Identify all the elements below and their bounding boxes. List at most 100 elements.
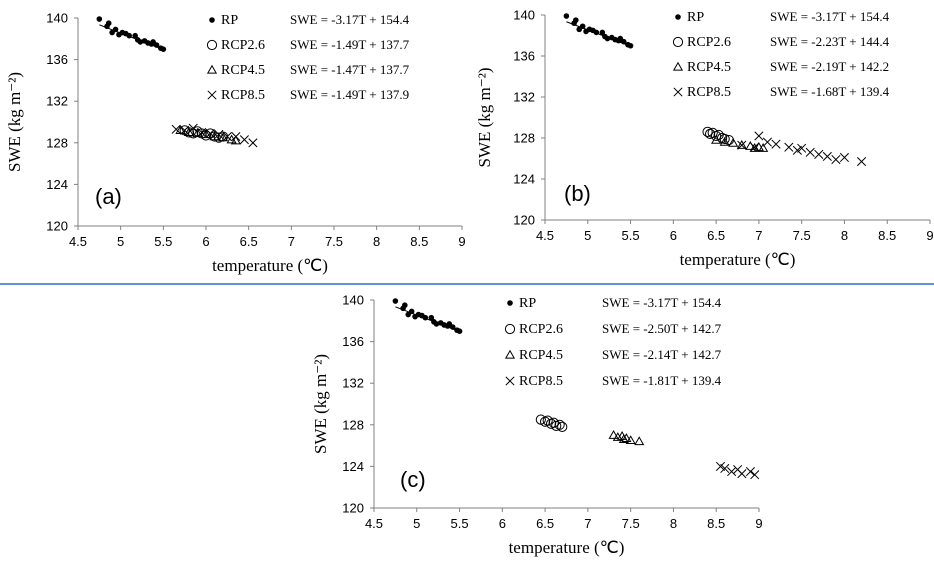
regression-equation: SWE = -1.47T + 137.7 [290,62,410,77]
y-tick-label: 140 [513,8,535,23]
x-tick-label: 6 [499,516,506,531]
data-point [737,140,747,150]
data-point [625,435,636,445]
data-point [205,128,215,138]
data-point [634,436,645,446]
x-tick-label: 4.5 [536,228,554,243]
data-point [737,469,747,479]
legend-label: RCP4.5 [687,60,731,75]
data-point [112,26,119,33]
legend-marker [504,323,516,335]
regression-equation: SWE = -1.49T + 137.9 [290,87,409,102]
data-point [771,139,781,149]
y-tick-label: 132 [46,94,68,109]
x-tick-label: 8.5 [410,234,428,249]
x-tick-label: 7.5 [793,228,811,243]
x-tick-label: 8.5 [878,228,896,243]
legend-label: RP [687,10,704,25]
x-tick-label: 9 [926,228,933,243]
legend-marker [672,36,684,48]
scatter-panel-1: 4.5 5 5.5 6 6.5 7 7.5 8 8.5 9 120 124 128 132 136 140 te… [5,11,466,276]
legend-marker [207,90,217,100]
data-point [839,152,849,163]
data-point [557,421,568,432]
series-rcp85 [737,131,867,167]
data-point [762,137,772,147]
y-tick-label: 136 [342,334,364,349]
data-point [754,131,764,141]
legend-label: RCP8.5 [687,85,731,100]
x-tick-label: 8 [841,228,848,243]
data-point [702,126,713,137]
x-tick-label: 5 [584,228,591,243]
y-tick-label: 124 [46,177,68,192]
x-tick-label: 9 [755,516,762,531]
y-tick-label: 120 [342,501,364,516]
data-point [579,23,586,30]
panel-label: (c) [400,467,426,492]
x-tick-label: 6.5 [536,516,554,531]
data-point [715,461,726,471]
legend-marker [209,17,215,23]
data-point [231,132,241,142]
data-point [402,302,408,309]
x-tick-label: 6.5 [707,228,725,243]
legend-label: RCP2.6 [687,35,731,50]
regression-equation: SWE = -2.14T + 142.7 [602,347,722,362]
data-point [153,42,160,48]
x-tick-label: 7 [584,516,591,531]
data-point [422,314,429,321]
data-point [728,137,739,147]
y-tick-label: 132 [342,376,364,391]
legend-marker [505,376,515,386]
x-tick-label: 6.5 [240,234,258,249]
data-point [621,433,632,442]
data-point [171,124,181,134]
data-point [784,142,794,152]
y-axis-label: SWE (kg m⁻²) [311,354,330,454]
series-rcp45 [608,429,645,446]
y-tick-label: 120 [46,219,68,234]
legend-marker [675,14,681,20]
data-point [627,42,634,49]
regression-equation: SWE = -1.68T + 139.4 [770,84,890,99]
data-point [222,132,232,142]
data-point [618,434,629,444]
y-tick-label: 132 [513,90,535,105]
data-point [449,324,456,330]
data-point [822,151,832,162]
data-point [814,149,824,159]
y-axis-label: SWE (kg m⁻²) [475,68,494,168]
series-rp [96,16,167,52]
panel-label: (b) [564,181,591,206]
regression-equation: SWE = -1.49T + 137.7 [290,37,410,52]
x-axis-label: temperature (℃) [509,538,625,557]
legend-label: RCP2.6 [519,322,563,337]
data-point [745,467,755,477]
legend-label: RCP8.5 [519,374,563,389]
data-point [554,419,565,430]
data-point [750,470,760,480]
data-point [792,145,802,155]
x-tick-label: 6 [202,234,209,249]
x-tick-label: 5.5 [154,234,172,249]
data-point [831,154,841,165]
data-point [132,32,138,39]
series-rp [563,13,634,49]
y-axis-label: SWE (kg m⁻²) [5,72,24,172]
data-point [608,429,619,439]
y-tick-label: 136 [513,49,535,64]
data-point [593,29,600,36]
data-point [180,125,190,135]
data-point [433,321,440,327]
scatter-panel-2: 4.5 5 5.5 6 6.5 7 7.5 8 8.5 9 120 124 128 132 136 140 te… [475,8,934,270]
data-point [707,127,718,138]
data-point [599,29,606,36]
series-rcp85 [171,123,258,148]
data-point [805,147,815,157]
legend-marker [507,300,513,306]
data-point [542,415,553,426]
x-tick-label: 7.5 [325,234,343,249]
legend-marker [504,349,516,359]
data-point [96,16,103,22]
